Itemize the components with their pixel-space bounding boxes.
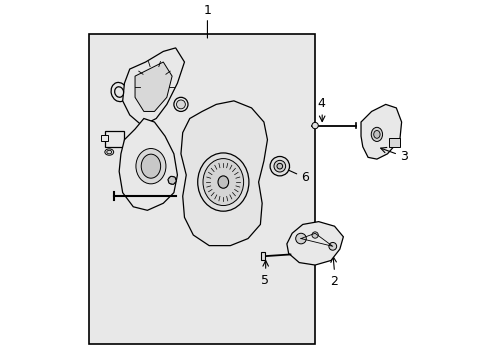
Ellipse shape [197, 153, 248, 211]
Text: 1: 1 [203, 4, 211, 17]
Ellipse shape [370, 127, 382, 141]
Polygon shape [122, 48, 184, 126]
Text: 6: 6 [301, 171, 308, 184]
FancyBboxPatch shape [102, 135, 108, 141]
Text: 5: 5 [261, 274, 268, 287]
Ellipse shape [273, 160, 285, 172]
Ellipse shape [276, 163, 282, 169]
Ellipse shape [168, 176, 176, 184]
Polygon shape [286, 222, 343, 265]
FancyBboxPatch shape [388, 138, 399, 147]
Polygon shape [135, 62, 172, 112]
Ellipse shape [174, 97, 187, 112]
Ellipse shape [328, 242, 336, 250]
Ellipse shape [136, 149, 165, 184]
Ellipse shape [311, 122, 318, 129]
Ellipse shape [269, 157, 289, 176]
Ellipse shape [373, 131, 379, 138]
Ellipse shape [203, 159, 243, 206]
Polygon shape [119, 118, 177, 210]
FancyBboxPatch shape [105, 131, 124, 147]
Ellipse shape [141, 154, 161, 178]
Ellipse shape [176, 100, 185, 109]
Text: 4: 4 [317, 98, 325, 111]
Ellipse shape [295, 233, 305, 244]
Ellipse shape [106, 150, 112, 154]
FancyBboxPatch shape [89, 34, 314, 345]
Ellipse shape [218, 176, 228, 188]
Ellipse shape [104, 149, 113, 155]
Ellipse shape [311, 232, 318, 238]
Polygon shape [181, 101, 267, 246]
Text: 3: 3 [399, 150, 407, 163]
Polygon shape [360, 104, 401, 159]
Ellipse shape [115, 87, 123, 97]
Ellipse shape [111, 82, 127, 102]
Text: 2: 2 [330, 275, 338, 288]
FancyBboxPatch shape [261, 252, 264, 260]
